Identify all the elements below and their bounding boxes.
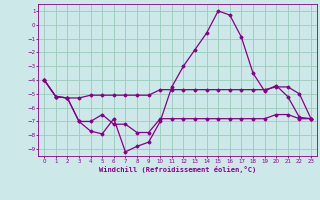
X-axis label: Windchill (Refroidissement éolien,°C): Windchill (Refroidissement éolien,°C) xyxy=(99,166,256,173)
